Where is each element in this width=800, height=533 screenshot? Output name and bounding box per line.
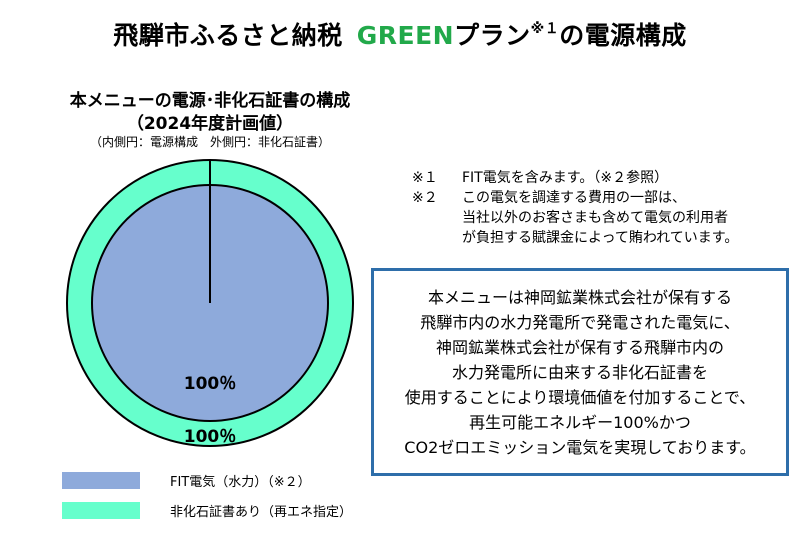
title-note-mark: ※１ xyxy=(530,21,560,37)
footnote-line: 当社以外のお客さまも含めて電気の利用者 xyxy=(462,210,728,226)
outer-value-label: 100％ xyxy=(184,427,237,447)
footnote-line: この電気を調達する費用の一部は、 xyxy=(462,190,686,206)
legend-swatch-fit xyxy=(62,471,140,489)
info-line: 水力発電所に由来する非化石証書を xyxy=(451,362,708,382)
info-line: CO2ゼロエミッション電気を実現しております。 xyxy=(404,437,756,457)
page-title: 飛騨市ふるさと納税 GREENプラン※１の電源構成 xyxy=(0,16,800,52)
info-box: 本メニューは神岡鉱業株式会社が保有する 飛騨市内の水力発電所で発電された電気に、… xyxy=(371,268,789,476)
legend-swatch-certificate xyxy=(62,501,140,519)
chart-title-line2: （2024年度計画値） xyxy=(126,114,294,134)
donut-chart: 100％ 100％ xyxy=(66,159,354,447)
footnotes: ※１ FIT電気を含みます。（※２参照） ※２ この電気を調達する費用の一部は、… xyxy=(412,168,738,248)
title-suffix: の電源構成 xyxy=(559,21,687,50)
info-line: 再生可能エネルギー100%かつ xyxy=(469,412,691,432)
info-line: 神岡鉱業株式会社が保有する飛騨市内の xyxy=(435,337,724,357)
info-line: 飛騨市内の水力発電所で発電された電気に、 xyxy=(420,312,740,332)
chart-subtitle: （内側円：電源構成 外側円：非化石証書） xyxy=(89,135,330,149)
footnote-2: ※２ この電気を調達する費用の一部は、 当社以外のお客さまも含めて電気の利用者 … xyxy=(412,188,738,248)
info-line: 本メニューは神岡鉱業株式会社が保有する xyxy=(427,287,732,307)
footnote-1: ※１ FIT電気を含みます。（※２参照） xyxy=(412,168,738,188)
footnote-line: が負担する賦課金によって賄われています。 xyxy=(462,230,739,246)
info-line: 使用することにより環境価値を付加することで、 xyxy=(404,387,756,407)
chart-title-line1: 本メニューの電源･非化石証書の構成 xyxy=(69,91,351,111)
footnote-line: FIT電気を含みます。（※２参照） xyxy=(462,170,669,186)
title-green: GREEN xyxy=(356,21,455,50)
legend-item-certificate: 非化石証書あり（再エネ指定） xyxy=(62,499,352,521)
footnote-mark: ※１ xyxy=(412,170,438,186)
legend-label-certificate: 非化石証書あり（再エネ指定） xyxy=(170,504,353,520)
legend-label-fit: FIT電気（水力）（※２） xyxy=(170,474,311,490)
legend-item-fit: FIT電気（水力）（※２） xyxy=(62,469,311,491)
footnote-mark: ※２ xyxy=(412,190,438,206)
title-prefix: 飛騨市ふるさと納税 xyxy=(113,21,343,50)
title-after: プラン xyxy=(454,21,531,50)
inner-value-label: 100％ xyxy=(184,374,237,394)
